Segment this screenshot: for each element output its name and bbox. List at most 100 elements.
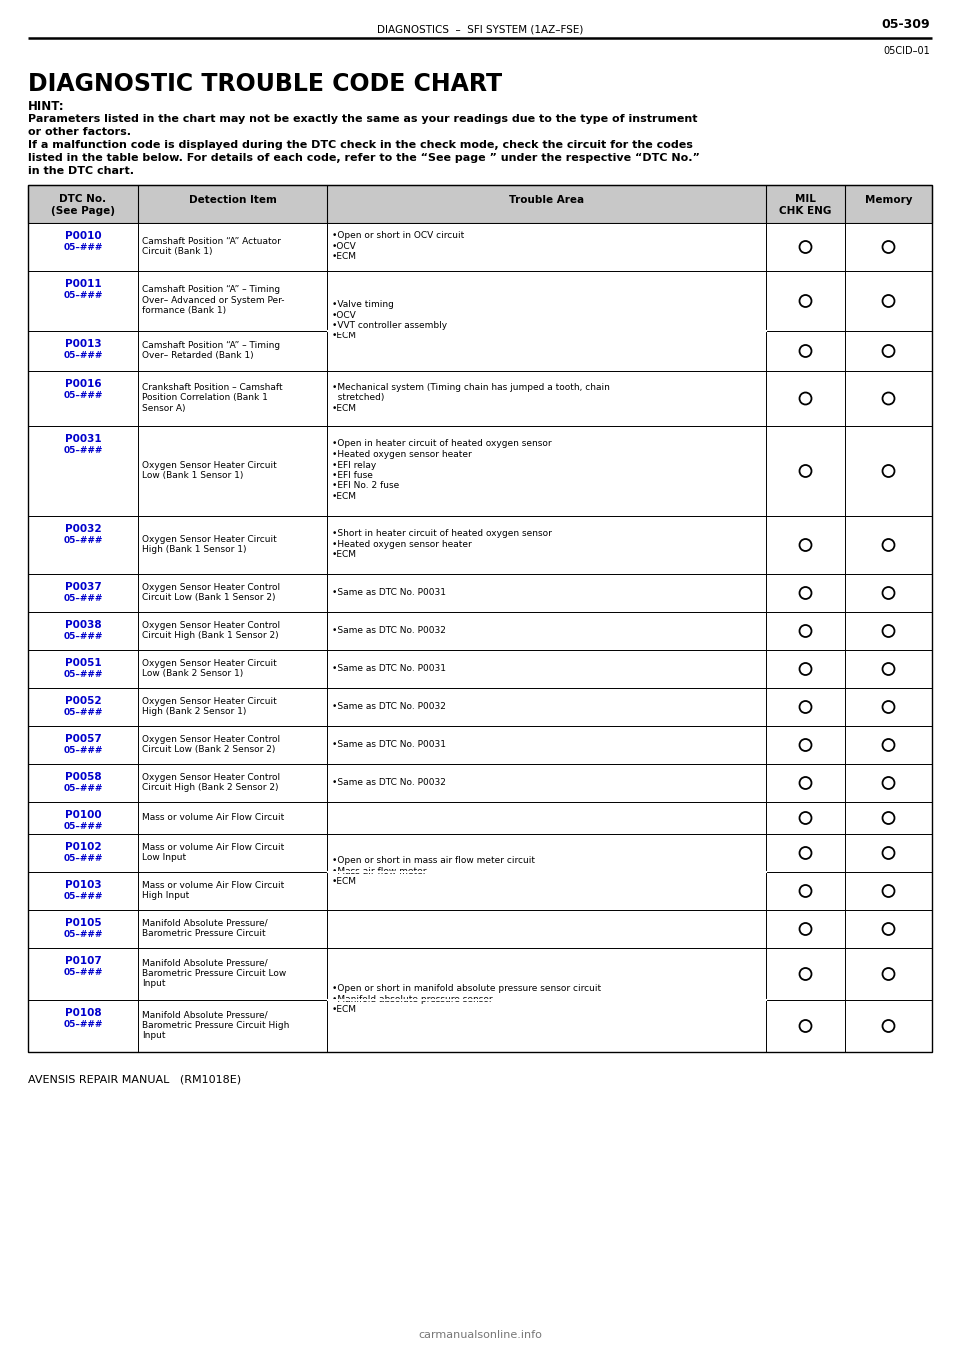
Text: •Heated oxygen sensor heater: •Heated oxygen sensor heater (332, 449, 471, 459)
Text: •Heated oxygen sensor heater: •Heated oxygen sensor heater (332, 539, 471, 549)
Text: Oxygen Sensor Heater Control: Oxygen Sensor Heater Control (142, 621, 280, 630)
Text: Crankshaft Position – Camshaft: Crankshaft Position – Camshaft (142, 383, 282, 391)
Text: 05–###: 05–### (63, 708, 103, 717)
Text: •Mass air flow meter: •Mass air flow meter (332, 866, 426, 876)
Text: 05–###: 05–### (63, 822, 103, 831)
Text: •ECM: •ECM (332, 550, 357, 559)
Text: P0016: P0016 (64, 379, 102, 388)
Text: High (Bank 2 Sensor 1): High (Bank 2 Sensor 1) (142, 708, 247, 716)
Text: 05–###: 05–### (63, 968, 103, 976)
Text: •Open or short in manifold absolute pressure sensor circuit: •Open or short in manifold absolute pres… (332, 985, 601, 993)
Text: Manifold Absolute Pressure/: Manifold Absolute Pressure/ (142, 918, 268, 928)
Text: Over– Retarded (Bank 1): Over– Retarded (Bank 1) (142, 350, 253, 360)
Text: 05–###: 05–### (63, 291, 103, 300)
Bar (28, 223, 932, 272)
Text: P0107: P0107 (64, 956, 102, 966)
Bar (28, 516, 932, 574)
Bar (28, 948, 932, 999)
Text: Oxygen Sensor Heater Circuit: Oxygen Sensor Heater Circuit (142, 535, 276, 543)
Text: 05–###: 05–### (63, 350, 103, 360)
Text: P0103: P0103 (64, 880, 102, 889)
Bar (28, 650, 932, 689)
Text: P0010: P0010 (64, 231, 102, 240)
Text: •Same as DTC No. P0031: •Same as DTC No. P0031 (332, 664, 446, 672)
Text: 05–###: 05–### (63, 243, 103, 253)
Text: •Manifold absolute pressure sensor: •Manifold absolute pressure sensor (332, 995, 492, 1004)
Text: •EFI relay: •EFI relay (332, 460, 376, 470)
Text: AVENSIS REPAIR MANUAL   (RM1018E): AVENSIS REPAIR MANUAL (RM1018E) (28, 1074, 241, 1084)
Text: •Open or short in OCV circuit: •Open or short in OCV circuit (332, 231, 465, 240)
Text: P0031: P0031 (64, 435, 102, 444)
Text: 05–###: 05–### (63, 593, 103, 603)
Text: P0105: P0105 (64, 918, 102, 928)
Bar (28, 727, 932, 765)
Bar (28, 426, 932, 516)
Text: Over– Advanced or System Per-: Over– Advanced or System Per- (142, 296, 284, 304)
Text: P0108: P0108 (64, 1008, 102, 1018)
Bar (28, 803, 932, 834)
Bar (28, 910, 932, 948)
Text: Manifold Absolute Pressure/: Manifold Absolute Pressure/ (142, 1010, 268, 1020)
Text: P0051: P0051 (64, 659, 102, 668)
Text: 05–###: 05–### (63, 391, 103, 401)
Text: listed in the table below. For details of each code, refer to the “See page ” un: listed in the table below. For details o… (28, 153, 700, 163)
Text: High Input: High Input (142, 891, 189, 900)
Text: Input: Input (142, 979, 165, 989)
Text: •OCV: •OCV (332, 311, 357, 319)
Text: Memory: Memory (865, 196, 912, 205)
Text: CHK ENG: CHK ENG (780, 206, 831, 216)
Text: Oxygen Sensor Heater Control: Oxygen Sensor Heater Control (142, 735, 280, 743)
Text: Circuit (Bank 1): Circuit (Bank 1) (142, 247, 212, 257)
Text: Barometric Pressure Circuit: Barometric Pressure Circuit (142, 929, 266, 938)
Text: 05–###: 05–### (63, 445, 103, 455)
Text: Camshaft Position “A” – Timing: Camshaft Position “A” – Timing (142, 285, 280, 295)
Text: •Mechanical system (Timing chain has jumped a tooth, chain: •Mechanical system (Timing chain has jum… (332, 383, 610, 391)
Bar (28, 999, 932, 1052)
Text: Mass or volume Air Flow Circuit: Mass or volume Air Flow Circuit (142, 880, 284, 889)
Text: formance (Bank 1): formance (Bank 1) (142, 307, 227, 315)
Text: •Same as DTC No. P0031: •Same as DTC No. P0031 (332, 740, 446, 748)
Bar (28, 272, 932, 331)
Text: Circuit Low (Bank 1 Sensor 2): Circuit Low (Bank 1 Sensor 2) (142, 593, 276, 602)
Text: •ECM: •ECM (332, 877, 357, 887)
Text: •ECM: •ECM (332, 492, 357, 501)
Text: DTC No.: DTC No. (60, 194, 107, 204)
Text: 05CID–01: 05CID–01 (883, 46, 930, 56)
Text: High (Bank 1 Sensor 1): High (Bank 1 Sensor 1) (142, 545, 247, 554)
Text: Trouble Area: Trouble Area (509, 196, 584, 205)
Text: HINT:: HINT: (28, 100, 64, 113)
Text: Oxygen Sensor Heater Circuit: Oxygen Sensor Heater Circuit (142, 697, 276, 706)
Text: 05–###: 05–### (63, 536, 103, 545)
Text: P0011: P0011 (64, 278, 102, 289)
Text: Mass or volume Air Flow Circuit: Mass or volume Air Flow Circuit (142, 842, 284, 851)
Text: Oxygen Sensor Heater Circuit: Oxygen Sensor Heater Circuit (142, 460, 276, 470)
Text: Low (Bank 2 Sensor 1): Low (Bank 2 Sensor 1) (142, 669, 243, 678)
Text: (See Page): (See Page) (51, 206, 115, 216)
Text: Low Input: Low Input (142, 853, 186, 862)
Bar (28, 185, 932, 1052)
Text: P0057: P0057 (64, 735, 102, 744)
Text: Camshaft Position “A” Actuator: Camshaft Position “A” Actuator (142, 236, 281, 246)
Text: Oxygen Sensor Heater Control: Oxygen Sensor Heater Control (142, 583, 280, 592)
Text: 05–###: 05–### (63, 631, 103, 641)
Bar (28, 371, 932, 426)
Text: P0100: P0100 (64, 809, 102, 820)
Text: Circuit Low (Bank 2 Sensor 2): Circuit Low (Bank 2 Sensor 2) (142, 746, 276, 754)
Text: P0052: P0052 (64, 697, 102, 706)
Text: carmanualsonline.info: carmanualsonline.info (418, 1329, 542, 1340)
Text: DIAGNOSTICS  –  SFI SYSTEM (1AZ–FSE): DIAGNOSTICS – SFI SYSTEM (1AZ–FSE) (377, 24, 583, 35)
Text: stretched): stretched) (332, 394, 384, 402)
Text: •OCV: •OCV (332, 242, 357, 251)
Text: •ECM: •ECM (332, 331, 357, 341)
Bar (28, 834, 932, 872)
Text: Circuit High (Bank 1 Sensor 2): Circuit High (Bank 1 Sensor 2) (142, 631, 278, 640)
Text: •Same as DTC No. P0032: •Same as DTC No. P0032 (332, 626, 445, 634)
Text: Parameters listed in the chart may not be exactly the same as your readings due : Parameters listed in the chart may not b… (28, 114, 698, 124)
Text: or other factors.: or other factors. (28, 128, 131, 137)
Text: •ECM: •ECM (332, 403, 357, 413)
Text: •Same as DTC No. P0032: •Same as DTC No. P0032 (332, 778, 445, 786)
Text: •Short in heater circuit of heated oxygen sensor: •Short in heater circuit of heated oxyge… (332, 530, 552, 538)
Text: Barometric Pressure Circuit Low: Barometric Pressure Circuit Low (142, 968, 286, 978)
Text: P0038: P0038 (64, 621, 102, 630)
Bar (28, 872, 932, 910)
